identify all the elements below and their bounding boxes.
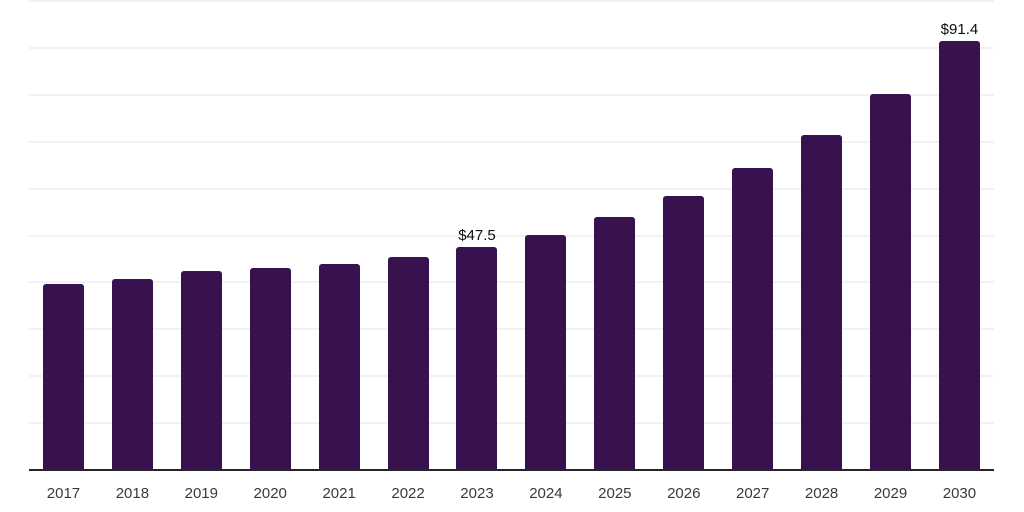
- bar-cell-2030: $91.4: [925, 21, 994, 470]
- bar-2026: [663, 196, 705, 470]
- bar-2024: [525, 235, 567, 470]
- x-label-2030: 2030: [942, 485, 977, 502]
- bar-cell-2018: [98, 279, 167, 470]
- bar-2023: $47.5: [456, 227, 498, 470]
- x-label-2018: 2018: [115, 485, 150, 502]
- x-axis-line: [29, 469, 994, 471]
- bar-cell-2025: [580, 217, 649, 470]
- data-label-2030: $91.4: [940, 21, 979, 39]
- bar-2017: [42, 283, 84, 470]
- x-label-2026: 2026: [667, 485, 701, 502]
- bar-2019: [180, 271, 222, 470]
- gridline-50: [29, 234, 994, 237]
- bar-cell-2027: [718, 168, 787, 470]
- gridline-40: [29, 281, 994, 284]
- gridline-20: [29, 375, 994, 378]
- bar-cell-2023: $47.5: [443, 227, 512, 470]
- x-label-2029: 2029: [873, 485, 908, 502]
- bar-2028: [801, 135, 843, 470]
- bar-2029: [870, 94, 912, 470]
- gridline-80: [29, 93, 994, 96]
- bar-cell-2017: [29, 283, 98, 470]
- x-label-2024: 2024: [529, 485, 563, 502]
- x-label-2022: 2022: [391, 485, 425, 502]
- bar-2022: [387, 257, 429, 470]
- gridline-90: [29, 46, 994, 49]
- bar-2025: [594, 217, 636, 470]
- bar-cell-2026: [649, 196, 718, 470]
- bar-cell-2024: [511, 235, 580, 470]
- bar-cell-2020: [236, 267, 305, 470]
- gridline-10: [29, 422, 994, 425]
- gridline-30: [29, 328, 994, 331]
- gridline-70: [29, 140, 994, 143]
- bar-2021: [318, 263, 360, 470]
- gridline-100: [29, 0, 994, 2]
- data-label-2023: $47.5: [458, 227, 496, 245]
- x-label-2028: 2028: [804, 485, 839, 502]
- bar-cell-2021: [305, 263, 374, 470]
- bar-cell-2022: [374, 257, 443, 470]
- x-axis-labels: 2017 2018 2019 2020 2021 2022 2023 2024 2025 2026…: [29, 485, 994, 502]
- bar-cell-2019: [167, 271, 236, 470]
- bar-2027: [732, 168, 774, 470]
- x-label-2023: 2023: [460, 485, 494, 502]
- x-label-2025: 2025: [598, 485, 632, 502]
- bars-row: $47.5 $91.4: [29, 1, 994, 470]
- x-label-2020: 2020: [253, 485, 287, 502]
- x-label-2027: 2027: [735, 485, 770, 502]
- bar-cell-2028: [787, 135, 856, 470]
- bar-cell-2029: [856, 94, 925, 470]
- bar-2018: [111, 279, 153, 470]
- bar-2030: $91.4: [938, 21, 980, 470]
- x-label-2021: 2021: [322, 485, 356, 502]
- x-label-2019: 2019: [184, 485, 218, 502]
- gridline-60: [29, 187, 994, 190]
- bar-2020: [249, 267, 291, 470]
- x-label-2017: 2017: [46, 485, 81, 502]
- plot-area: $47.5 $91.4: [29, 0, 994, 470]
